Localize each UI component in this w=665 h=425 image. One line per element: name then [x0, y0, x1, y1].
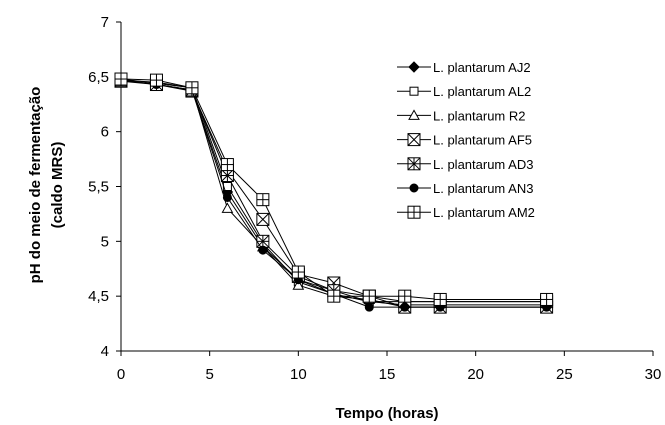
y-tick-label: 7 [101, 14, 109, 31]
legend-marker [408, 109, 420, 120]
legend-marker [409, 86, 419, 96]
legend-item: L. plantarum AF5 [397, 133, 532, 148]
x-tick-label: 15 [379, 366, 396, 383]
data-point [398, 289, 412, 303]
y-tick-label: 5 [101, 233, 109, 250]
data-point [149, 73, 163, 87]
y-tick-label: 6 [101, 124, 109, 141]
data-point [291, 265, 305, 279]
x-tick-label: 10 [290, 366, 307, 383]
series-7 [114, 72, 554, 306]
data-point [256, 234, 270, 248]
x-axis-title: Tempo (horas) [335, 405, 438, 422]
data-point [220, 169, 234, 183]
y-axis-title-line-2: (caldo MRS) [49, 142, 66, 229]
x-tick-label: 5 [205, 366, 213, 383]
y-tick-label: 5,5 [88, 179, 109, 196]
legend-label: L. plantarum AL2 [433, 84, 531, 99]
legend-item: L. plantarum AL2 [397, 84, 531, 99]
data-point [222, 192, 232, 202]
x-tick-label: 25 [556, 366, 573, 383]
data-point [292, 279, 305, 290]
data-point [220, 158, 234, 172]
y-tick-label: 6,5 [88, 69, 109, 86]
legend-item: L. plantarum AN3 [397, 181, 533, 196]
data-point [327, 289, 341, 303]
data-point [114, 72, 128, 86]
data-point [221, 202, 234, 213]
legend-marker [407, 133, 421, 147]
y-tick-label: 4,5 [88, 288, 109, 305]
legend-marker [407, 205, 421, 219]
legend-item: L. plantarum AM2 [397, 205, 535, 220]
legend-item: L. plantarum R2 [397, 108, 526, 123]
data-point [364, 302, 374, 312]
legend-item: L. plantarum AD3 [397, 157, 533, 172]
legend-label: L. plantarum R2 [433, 108, 526, 123]
y-tick-label: 4 [101, 343, 109, 360]
legend-label: L. plantarum AM2 [433, 205, 535, 220]
legend-label: L. plantarum AD3 [433, 157, 533, 172]
legend-label: L. plantarum AN3 [433, 181, 533, 196]
series-layer [114, 72, 554, 314]
y-axis-title-line-1: pH do meio de fermentação [27, 87, 44, 284]
data-point [185, 81, 199, 95]
data-point [362, 289, 376, 303]
legend: L. plantarum AJ2 L. plantarum AL2 L. plant… [397, 60, 535, 220]
x-tick-label: 20 [467, 366, 484, 383]
axes: 4 4,5 5 5,5 6 6,5 7 0 5 10 15 20 25 30 [88, 14, 661, 383]
x-tick-label: 0 [117, 366, 125, 383]
data-point [433, 292, 447, 306]
data-point [400, 302, 410, 312]
data-point [258, 245, 268, 255]
legend-marker [409, 183, 419, 193]
data-point [256, 193, 270, 207]
legend-label: L. plantarum AJ2 [433, 60, 531, 75]
legend-item: L. plantarum AJ2 [397, 60, 531, 75]
legend-label: L. plantarum AF5 [433, 133, 532, 148]
x-tick-label: 30 [645, 366, 662, 383]
data-point [256, 212, 270, 226]
data-point [540, 292, 554, 306]
legend-marker [408, 61, 420, 73]
legend-marker [407, 157, 421, 171]
